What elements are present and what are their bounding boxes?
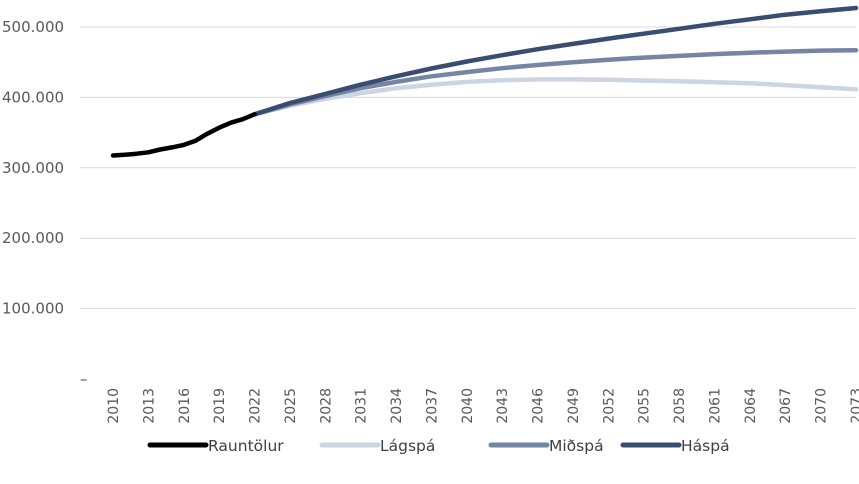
x-tick-label: 2016 — [177, 388, 193, 424]
x-tick-label: 2067 — [778, 388, 794, 424]
x-tick-label: 2073 — [849, 388, 859, 424]
series-line-high — [252, 5, 859, 117]
y-tick-label: 100.000 — [2, 300, 64, 318]
x-tick-label: 2031 — [354, 388, 370, 424]
y-tick-label: 500.000 — [2, 18, 64, 36]
y-tick-label: 400.000 — [2, 88, 64, 106]
legend-label: Lágspá — [380, 437, 435, 455]
series-line-mid — [252, 47, 859, 117]
x-tick-label: 2055 — [637, 388, 653, 424]
x-tick-label: 2010 — [106, 388, 122, 424]
gridlines — [80, 26, 856, 310]
legend-label: Háspá — [681, 437, 730, 455]
y-tick-label: 200.000 — [2, 229, 64, 247]
x-tick-label: 2049 — [566, 388, 582, 424]
series-line-low — [252, 77, 859, 117]
x-tick-label: 2058 — [672, 388, 688, 424]
x-tick-label: 2064 — [743, 388, 759, 424]
legend-label: Rauntölur — [208, 437, 284, 455]
x-tick-label: 2046 — [531, 388, 547, 424]
series-lines — [110, 5, 859, 158]
x-axis-tick-labels: 2010 2013 2016 2019 2022 2025 2028 2031 2034 2037… — [106, 388, 859, 424]
y-axis-tick-labels: – 100.000 200.000 300.000 400.000 500.000 — [2, 18, 88, 388]
x-tick-label: 2019 — [212, 388, 228, 424]
x-tick-label: 2037 — [424, 388, 440, 424]
x-tick-label: 2043 — [495, 388, 511, 424]
series-line-actual — [110, 112, 257, 158]
x-tick-label: 2022 — [248, 388, 264, 424]
x-tick-label: 2013 — [141, 388, 157, 424]
y-tick-label: 300.000 — [2, 159, 64, 177]
legend: Rauntölur Lágspá Miðspá Háspá — [147, 437, 730, 455]
x-tick-label: 2061 — [707, 388, 723, 424]
x-tick-label: 2034 — [389, 388, 405, 424]
x-tick-label: 2052 — [601, 388, 617, 424]
legend-label: Miðspá — [549, 437, 604, 455]
y-tick-label: – — [80, 370, 88, 388]
x-tick-label: 2028 — [318, 388, 334, 424]
x-tick-label: 2025 — [283, 388, 299, 424]
x-tick-label: 2070 — [814, 388, 830, 424]
x-tick-label: 2040 — [460, 388, 476, 424]
